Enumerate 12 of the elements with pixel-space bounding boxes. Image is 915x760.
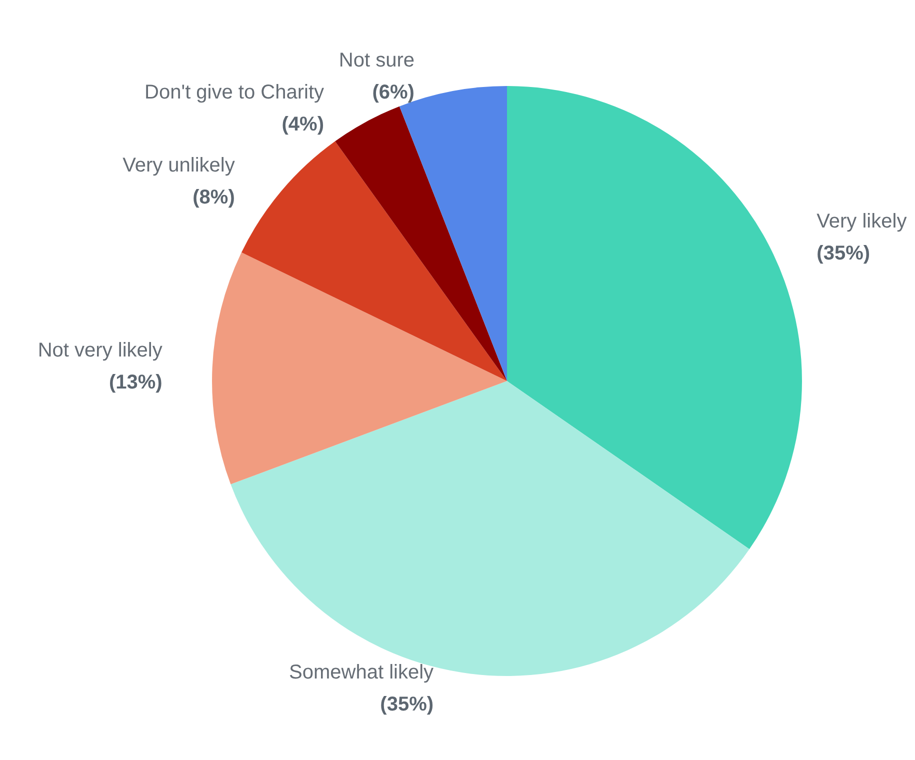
- data-label: (8%): [192, 186, 235, 208]
- slice-label: Don't give to Charity: [144, 82, 324, 104]
- slice-label: Not sure: [338, 49, 414, 72]
- data-label: (35%): [380, 694, 434, 716]
- data-label: (6%): [372, 81, 414, 104]
- slice-label: Very unlikely: [122, 154, 235, 176]
- slice-label: Somewhat likely: [289, 662, 434, 684]
- data-label: (13%): [108, 372, 162, 394]
- slice-label: Not very likely: [38, 340, 162, 362]
- data-label: (35%): [816, 242, 870, 264]
- data-label: (4%): [282, 114, 324, 136]
- slice-label: Very likely: [816, 210, 907, 232]
